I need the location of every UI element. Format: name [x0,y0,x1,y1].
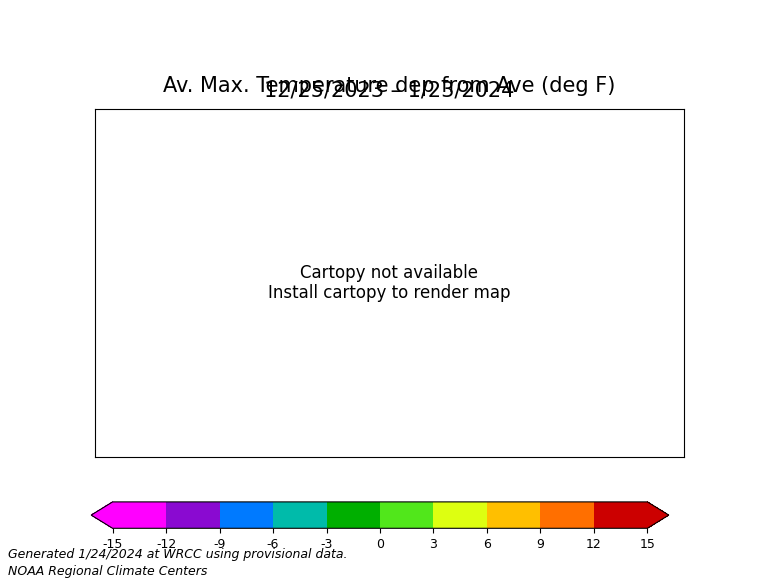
PathPatch shape [648,502,669,528]
Text: 12/25/2023 – 1/23/2024: 12/25/2023 – 1/23/2024 [264,81,515,101]
Text: Generated 1/24/2024 at WRCC using provisional data.: Generated 1/24/2024 at WRCC using provis… [8,548,347,561]
Text: Cartopy not available
Install cartopy to render map: Cartopy not available Install cartopy to… [268,264,511,302]
Text: Av. Max. Temperature dep from Ave (deg F): Av. Max. Temperature dep from Ave (deg F… [163,76,616,96]
PathPatch shape [91,502,112,528]
Text: NOAA Regional Climate Centers: NOAA Regional Climate Centers [8,565,207,578]
